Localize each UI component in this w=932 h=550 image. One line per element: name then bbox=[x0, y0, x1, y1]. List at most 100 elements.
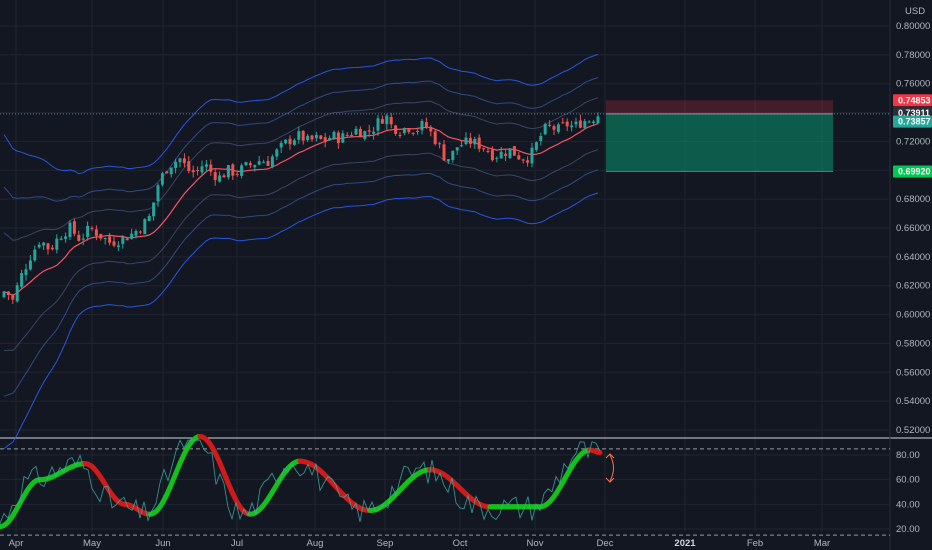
price-tag-1 bbox=[893, 94, 932, 107]
stop-loss-zone bbox=[606, 100, 833, 114]
lower-band-2 bbox=[3, 169, 599, 397]
candle-body bbox=[429, 127, 433, 132]
candle-body bbox=[468, 137, 472, 144]
candle-body bbox=[442, 144, 446, 161]
price-tick-label: 0.72000 bbox=[896, 136, 930, 147]
candle-body bbox=[394, 125, 398, 134]
candle-body bbox=[556, 124, 560, 132]
candle-body bbox=[94, 229, 98, 236]
time-axis[interactable]: Apr May Jun Jul Aug Sep Oct Nov Dec 2021 Feb Mar bbox=[9, 538, 831, 549]
candle-body bbox=[64, 236, 68, 239]
candle-body bbox=[165, 171, 169, 174]
candle-body bbox=[398, 134, 402, 136]
candle-body bbox=[6, 291, 10, 296]
candle-body bbox=[460, 145, 464, 147]
price-tag-3 bbox=[893, 115, 932, 128]
candle-body bbox=[103, 237, 107, 239]
candle-body bbox=[587, 121, 591, 123]
price-tick-label: 0.66000 bbox=[896, 223, 930, 234]
candle-body bbox=[526, 160, 530, 163]
candle-body bbox=[284, 139, 288, 144]
candle-body bbox=[477, 137, 481, 149]
candle-body bbox=[482, 148, 486, 150]
candle-body bbox=[358, 128, 362, 138]
price-tick-label: 0.54000 bbox=[896, 396, 930, 407]
candle-body bbox=[68, 222, 72, 238]
candle-body bbox=[72, 221, 76, 234]
candle-body bbox=[204, 164, 208, 167]
candle-body bbox=[411, 132, 415, 134]
short-position-tool[interactable] bbox=[606, 100, 833, 172]
candle-body bbox=[86, 225, 90, 237]
price-tick-label: 0.58000 bbox=[896, 338, 930, 349]
time-tick-label: Jul bbox=[231, 538, 243, 549]
price-tag-label-3: 0.73857 bbox=[898, 117, 931, 127]
lower-band-1 bbox=[3, 192, 599, 449]
candle-body bbox=[288, 138, 292, 145]
candle-body bbox=[209, 164, 213, 172]
candle-body bbox=[367, 130, 371, 132]
price-bands bbox=[3, 53, 599, 449]
time-tick-label: Mar bbox=[814, 538, 830, 549]
divergence-arrow-head-top bbox=[605, 453, 615, 459]
upper-band-1 bbox=[3, 53, 599, 175]
candle-body bbox=[240, 165, 244, 176]
candle-body bbox=[147, 215, 151, 221]
candle-body bbox=[416, 130, 420, 132]
candle-body bbox=[499, 151, 503, 159]
candle-body bbox=[363, 131, 367, 139]
candle-body bbox=[125, 238, 129, 241]
candle-body bbox=[451, 150, 455, 160]
candle-body bbox=[28, 260, 32, 270]
candle-body bbox=[336, 132, 340, 144]
candle-body bbox=[517, 155, 521, 160]
candle-body bbox=[512, 146, 516, 156]
take-profit-tint bbox=[606, 113, 833, 172]
candle-body bbox=[508, 148, 512, 159]
divergence-arrow-head-bottom bbox=[605, 477, 615, 483]
time-tick-label: Jun bbox=[155, 538, 170, 549]
time-tick-label: May bbox=[83, 538, 101, 549]
candle-body bbox=[138, 231, 142, 233]
candle-body bbox=[583, 121, 587, 128]
candle-body bbox=[143, 219, 147, 235]
price-tag-4 bbox=[893, 165, 932, 178]
candle-body bbox=[24, 269, 28, 275]
candle-body bbox=[539, 135, 543, 142]
price-tick-label: 0.62000 bbox=[896, 281, 930, 292]
price-tick-label: 0.68000 bbox=[896, 194, 930, 205]
time-tick-label: Feb bbox=[747, 538, 763, 549]
candle-body bbox=[385, 115, 389, 125]
candle-body bbox=[196, 170, 200, 172]
candle-body bbox=[328, 137, 332, 141]
candle-body bbox=[270, 156, 274, 167]
candle-body bbox=[345, 134, 349, 136]
candle-body bbox=[262, 161, 266, 163]
candle-body bbox=[473, 138, 477, 145]
candle-body bbox=[55, 238, 59, 250]
candle-body bbox=[341, 133, 345, 143]
candle-body bbox=[244, 162, 248, 166]
candle-body bbox=[455, 147, 459, 151]
candle-body bbox=[253, 164, 257, 168]
candle-body bbox=[235, 173, 239, 175]
candle-body bbox=[310, 135, 314, 140]
time-tick-label: Apr bbox=[9, 538, 24, 549]
candle-body bbox=[350, 134, 354, 136]
osc-tick-label: 60.00 bbox=[896, 475, 920, 486]
time-tick-label: Sep bbox=[377, 538, 394, 549]
candle-body bbox=[297, 131, 301, 140]
candle-body bbox=[275, 149, 279, 157]
price-tick-label: 0.80000 bbox=[896, 21, 930, 32]
candle-body bbox=[292, 140, 296, 145]
candle-body bbox=[279, 142, 283, 148]
candle-body bbox=[306, 135, 310, 141]
candle-body bbox=[433, 131, 437, 145]
candle-body bbox=[33, 249, 37, 261]
osc-signal-line bbox=[0, 439, 601, 524]
candle-body bbox=[130, 233, 134, 239]
price-tick-label: 0.60000 bbox=[896, 310, 930, 321]
candle-body bbox=[248, 163, 252, 166]
